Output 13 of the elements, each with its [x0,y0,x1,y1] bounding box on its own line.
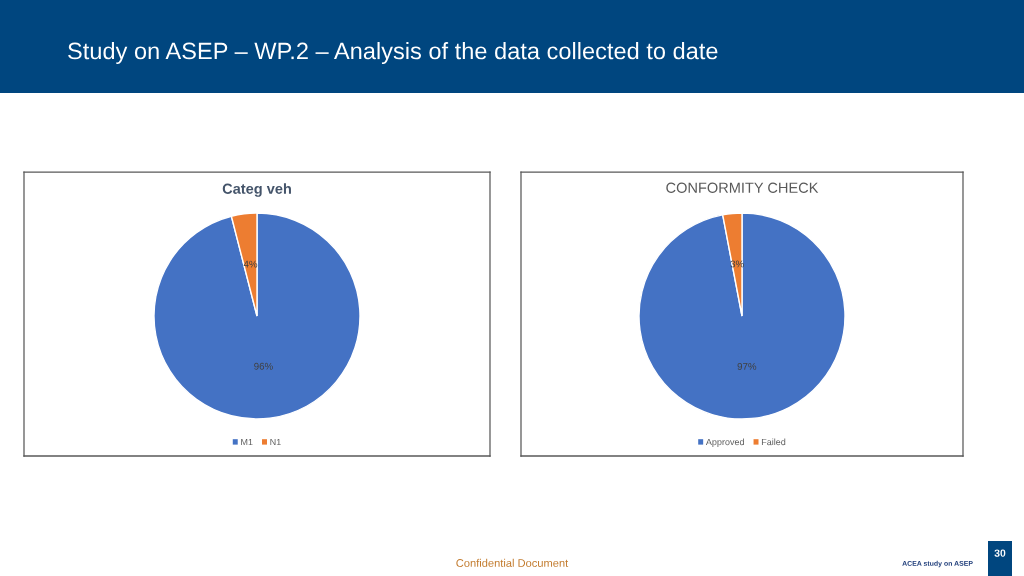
pie-slice [638,212,846,420]
legend-label: N1 [270,438,281,446]
legend-label: Approved [705,438,744,447]
data-label: 96% [254,362,273,370]
text: Study on ASEP – WP.2 – Analysis of the data collected to date [68,42,718,65]
text: Confidential Document [456,558,569,567]
legend-label: Failed [761,438,786,446]
chart-title: Categ veh [222,183,291,197]
data-label: 97% [737,363,757,370]
legend-label: M1 [241,438,253,446]
chart-title: CONFORMITY CHECK [666,182,819,193]
text: 30 [994,549,1006,557]
pie-slice [153,212,361,420]
